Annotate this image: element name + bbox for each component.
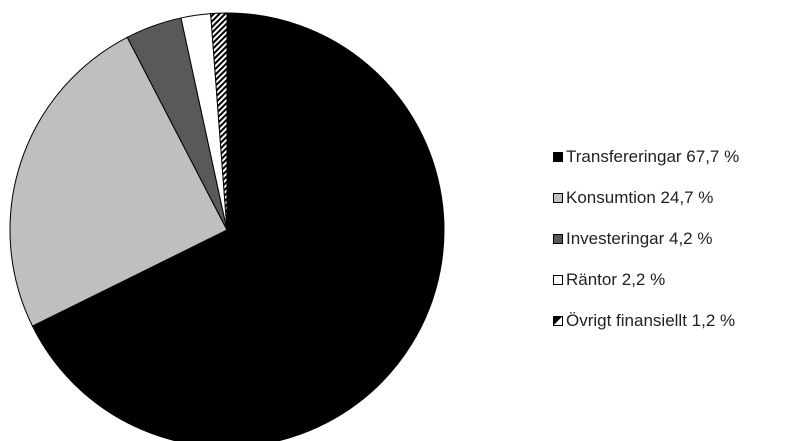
legend-label-3: Räntor 2,2 %: [566, 269, 666, 289]
legend-swatch-2: [553, 233, 563, 244]
legend-swatch-3: [553, 274, 563, 285]
legend-item-0: Transfereringar 67,7 %: [553, 144, 789, 169]
legend-label-1: Konsumtion 24,7 %: [566, 187, 714, 207]
legend-swatch-4: [553, 315, 563, 326]
legend-swatch-1: [553, 192, 563, 203]
pie-slice-1: [9, 36, 228, 327]
legend-item-2: Investeringar 4,2 %: [553, 226, 789, 251]
legend-item-4: Övrigt finansiellt 1,2 %: [553, 308, 789, 333]
legend-label-0: Transfereringar 67,7 %: [566, 146, 740, 166]
legend-item-1: Konsumtion 24,7 %: [553, 185, 789, 210]
pie-slice-4: [210, 12, 228, 231]
legend-label-4: Övrigt finansiellt 1,2 %: [566, 310, 736, 330]
legend-label-2: Investeringar 4,2 %: [566, 228, 713, 248]
legend: Transfereringar 67,7 % Konsumtion 24,7 % I…: [553, 144, 789, 349]
pie-slices: [9, 12, 445, 441]
legend-item-3: Räntor 2,2 %: [553, 267, 789, 292]
pie-slice-0: [31, 12, 445, 441]
legend-swatch-0: [553, 151, 563, 162]
